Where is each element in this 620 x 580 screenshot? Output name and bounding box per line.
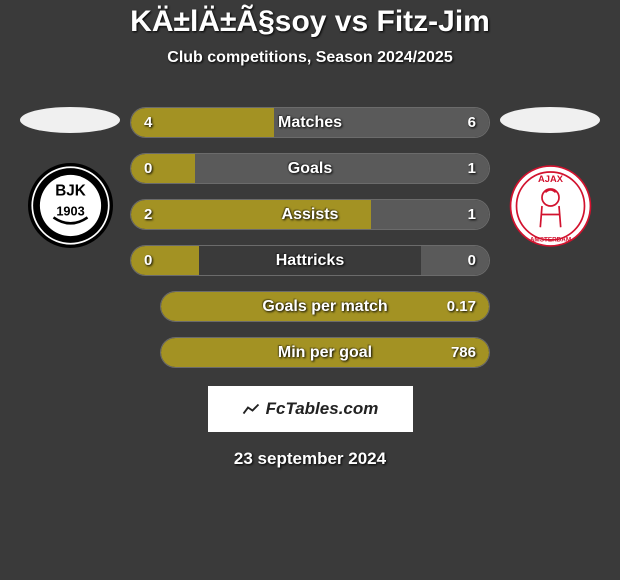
bar-label: Goals xyxy=(130,153,490,184)
stat-row-min-per-goal: Min per goal786 xyxy=(160,337,490,368)
stat-row-goals-per-match: Goals per match0.17 xyxy=(160,291,490,322)
bar-value-left: 4 xyxy=(144,107,152,138)
svg-text:AJAX: AJAX xyxy=(538,174,564,184)
bar-value-left: 0 xyxy=(144,153,152,184)
team-right-flag-ellipse xyxy=(500,107,600,133)
attribution-text: FcTables.com xyxy=(266,399,379,419)
svg-text:AMSTERDAM: AMSTERDAM xyxy=(529,236,570,243)
bar-label: Assists xyxy=(130,199,490,230)
bar-label: Matches xyxy=(130,107,490,138)
team-left-crest: BJK 1903 xyxy=(28,163,113,248)
stats-bars: Matches46Goals01Assists21Hattricks00Goal… xyxy=(130,107,490,368)
stat-row-assists: Assists2 1 xyxy=(130,199,490,230)
bar-value-left: 0 xyxy=(144,245,152,276)
team-left-column: BJK 1903 xyxy=(20,107,120,248)
bar-value-left: 2 xyxy=(144,199,152,230)
bar-value-right: 0.17 xyxy=(447,291,476,322)
bar-value-right: 786 xyxy=(451,337,476,368)
bar-label: Goals per match xyxy=(160,291,490,322)
team-left-flag-ellipse xyxy=(20,107,120,133)
comparison-area: BJK 1903 Matches46Goals01Assists21Hattri… xyxy=(0,107,620,368)
bjk-crest-icon: BJK 1903 xyxy=(28,163,113,248)
subtitle: Club competitions, Season 2024/2025 xyxy=(0,49,620,67)
svg-text:BJK: BJK xyxy=(55,182,86,199)
attribution-badge[interactable]: FcTables.com xyxy=(208,386,413,432)
team-right-column: AJAX AMSTERDAM xyxy=(500,107,600,248)
ajax-crest-icon: AJAX AMSTERDAM xyxy=(508,161,593,251)
bar-value-right: 1 xyxy=(468,153,476,184)
bar-value-right: 6 xyxy=(468,107,476,138)
bar-label: Min per goal xyxy=(160,337,490,368)
svg-text:1903: 1903 xyxy=(56,204,84,219)
bar-label: Hattricks xyxy=(130,245,490,276)
stat-row-hattricks: Hattricks0 0 xyxy=(130,245,490,276)
stat-row-matches: Matches4 6 xyxy=(130,107,490,138)
chart-icon xyxy=(242,402,260,416)
date-label: 23 september 2024 xyxy=(0,449,620,469)
stat-row-goals: Goals0 1 xyxy=(130,153,490,184)
bar-value-right: 0 xyxy=(468,245,476,276)
bar-value-right: 1 xyxy=(468,199,476,230)
page-title: KÄ±lÄ±Ã§soy vs Fitz-Jim xyxy=(0,5,620,39)
team-right-crest: AJAX AMSTERDAM xyxy=(508,163,593,248)
